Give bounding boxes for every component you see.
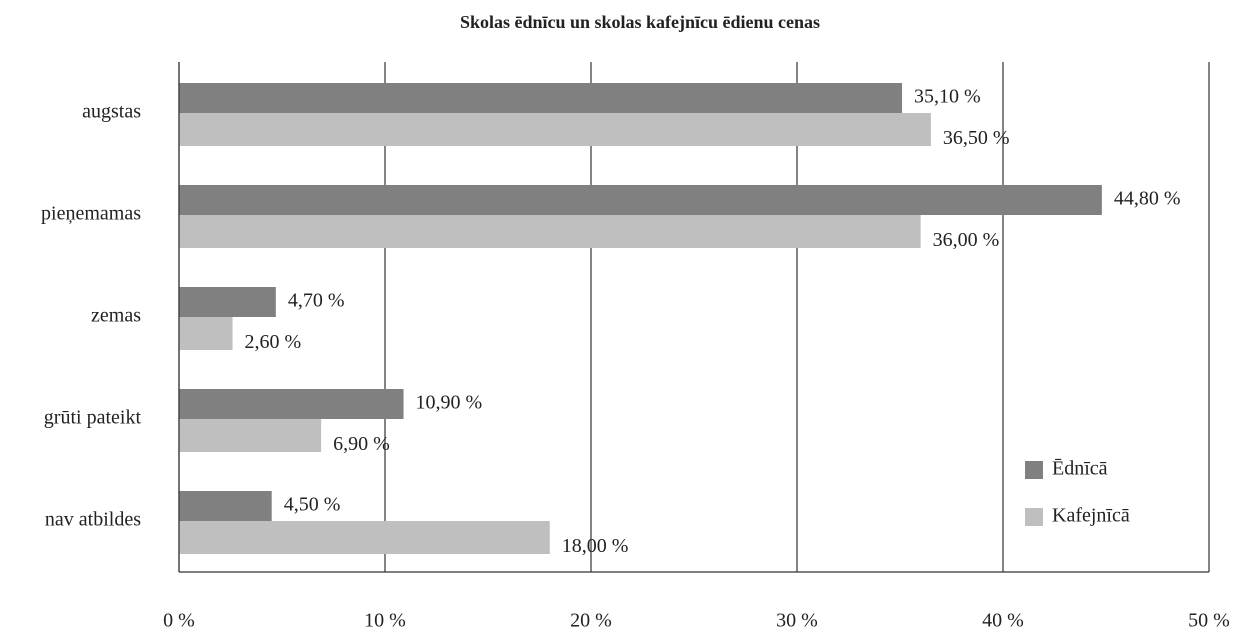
data-label: 10,90 % (416, 392, 483, 414)
legend-label: Kafejnīcā (1052, 505, 1130, 527)
x-tick-label: 50 % (1188, 610, 1230, 632)
bar (179, 185, 1102, 215)
data-label: 6,90 % (333, 433, 390, 455)
bar (179, 83, 903, 113)
x-tick-label: 30 % (776, 610, 818, 632)
x-tick-label: 0 % (163, 610, 195, 632)
data-label: 44,80 % (1114, 188, 1181, 210)
data-label: 36,50 % (943, 127, 1010, 149)
bar (179, 113, 931, 146)
chart-title: Skolas ēdnīcu un skolas kafejnīcu ēdienu… (460, 12, 820, 32)
legend-swatch (1025, 461, 1043, 479)
bar (179, 521, 550, 554)
data-label: 4,50 % (284, 494, 341, 516)
y-tick-label: nav atbildes (45, 509, 141, 531)
bar (179, 317, 233, 350)
data-label: 36,00 % (933, 229, 1000, 251)
y-tick-label: zemas (91, 305, 141, 327)
data-label: 4,70 % (288, 290, 345, 312)
y-tick-label: grūti pateikt (44, 407, 142, 429)
bar (179, 287, 276, 317)
bar (179, 389, 404, 419)
bar (179, 491, 272, 521)
data-label: 2,60 % (245, 331, 302, 353)
data-label: 35,10 % (914, 86, 981, 108)
x-tick-label: 20 % (570, 610, 612, 632)
legend-swatch (1025, 508, 1043, 526)
y-tick-label: augstas (82, 101, 141, 123)
bar (179, 419, 322, 452)
legend-label: Ēdnīcā (1052, 458, 1108, 480)
bar (179, 215, 921, 248)
data-label: 18,00 % (562, 535, 629, 557)
x-tick-label: 40 % (982, 610, 1024, 632)
x-tick-label: 10 % (364, 610, 406, 632)
y-tick-label: pieņemamas (41, 203, 141, 225)
